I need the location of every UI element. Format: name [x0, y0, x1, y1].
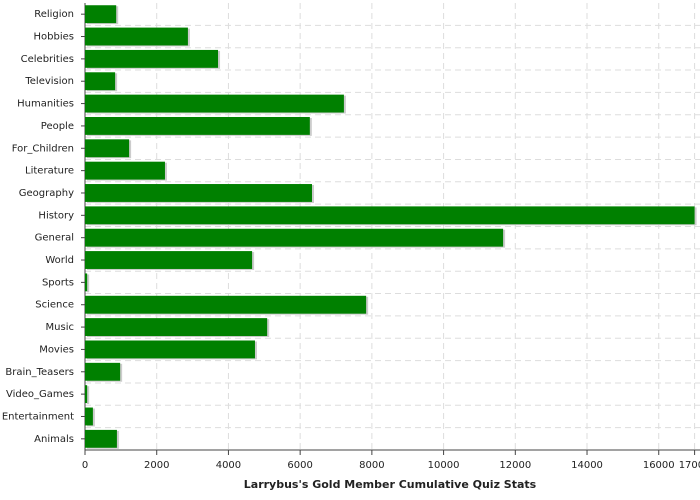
y-tick-label: For_Children	[12, 143, 74, 154]
y-tick-label: History	[38, 210, 74, 221]
bar	[85, 5, 117, 24]
bar	[85, 139, 130, 158]
bar	[85, 295, 367, 314]
y-tick-label: Literature	[25, 166, 74, 177]
y-tick-label: Humanities	[17, 99, 74, 110]
bar	[85, 27, 188, 46]
x-tick-label: 10000	[428, 460, 460, 471]
bar	[85, 340, 255, 359]
bar	[85, 94, 344, 113]
y-tick-label: Animals	[34, 434, 74, 445]
y-tick-label: People	[41, 121, 74, 132]
x-tick-label: 8000	[359, 460, 384, 471]
y-tick-label: Television	[24, 76, 74, 87]
y-tick-label: General	[35, 233, 74, 244]
bar-shadow	[87, 386, 90, 405]
y-tick-label: Religion	[34, 9, 74, 20]
y-tick-label: Movies	[39, 344, 74, 355]
y-tick-label: Celebrities	[21, 54, 74, 65]
bar	[85, 228, 504, 247]
y-tick-label: Video_Games	[6, 389, 74, 400]
y-tick-label: Music	[46, 322, 74, 333]
bar	[85, 72, 116, 91]
y-tick-label: Brain_Teasers	[5, 367, 74, 378]
x-tick-label: 14000	[571, 460, 603, 471]
x-tick-label: 16000	[643, 460, 675, 471]
x-tick-label: 2000	[144, 460, 169, 471]
y-tick-label: Science	[35, 300, 74, 311]
x-tick-label: 17000	[679, 460, 700, 471]
bar	[85, 206, 695, 225]
bar	[85, 362, 121, 381]
x-tick-label: 6000	[287, 460, 312, 471]
bar	[85, 273, 88, 292]
x-tick-label: 4000	[216, 460, 241, 471]
y-tick-label: World	[45, 255, 74, 266]
bar	[85, 251, 253, 269]
y-tick-label: Entertainment	[2, 411, 74, 422]
x-axis-title: Larrybus's Gold Member Cumulative Quiz S…	[244, 478, 537, 491]
bar	[85, 116, 310, 135]
bar	[85, 184, 312, 202]
y-tick-label: Hobbies	[34, 32, 74, 43]
bar	[85, 407, 93, 426]
bar	[85, 49, 219, 68]
bar	[85, 161, 165, 180]
bar-shadow	[87, 274, 90, 293]
x-tick-label: 12000	[499, 460, 531, 471]
y-tick-label: Sports	[42, 277, 74, 288]
y-tick-label: Geography	[19, 188, 74, 199]
x-tick-label: 0	[82, 460, 88, 471]
bar	[85, 318, 268, 337]
bar	[85, 385, 88, 404]
bar	[85, 429, 117, 448]
